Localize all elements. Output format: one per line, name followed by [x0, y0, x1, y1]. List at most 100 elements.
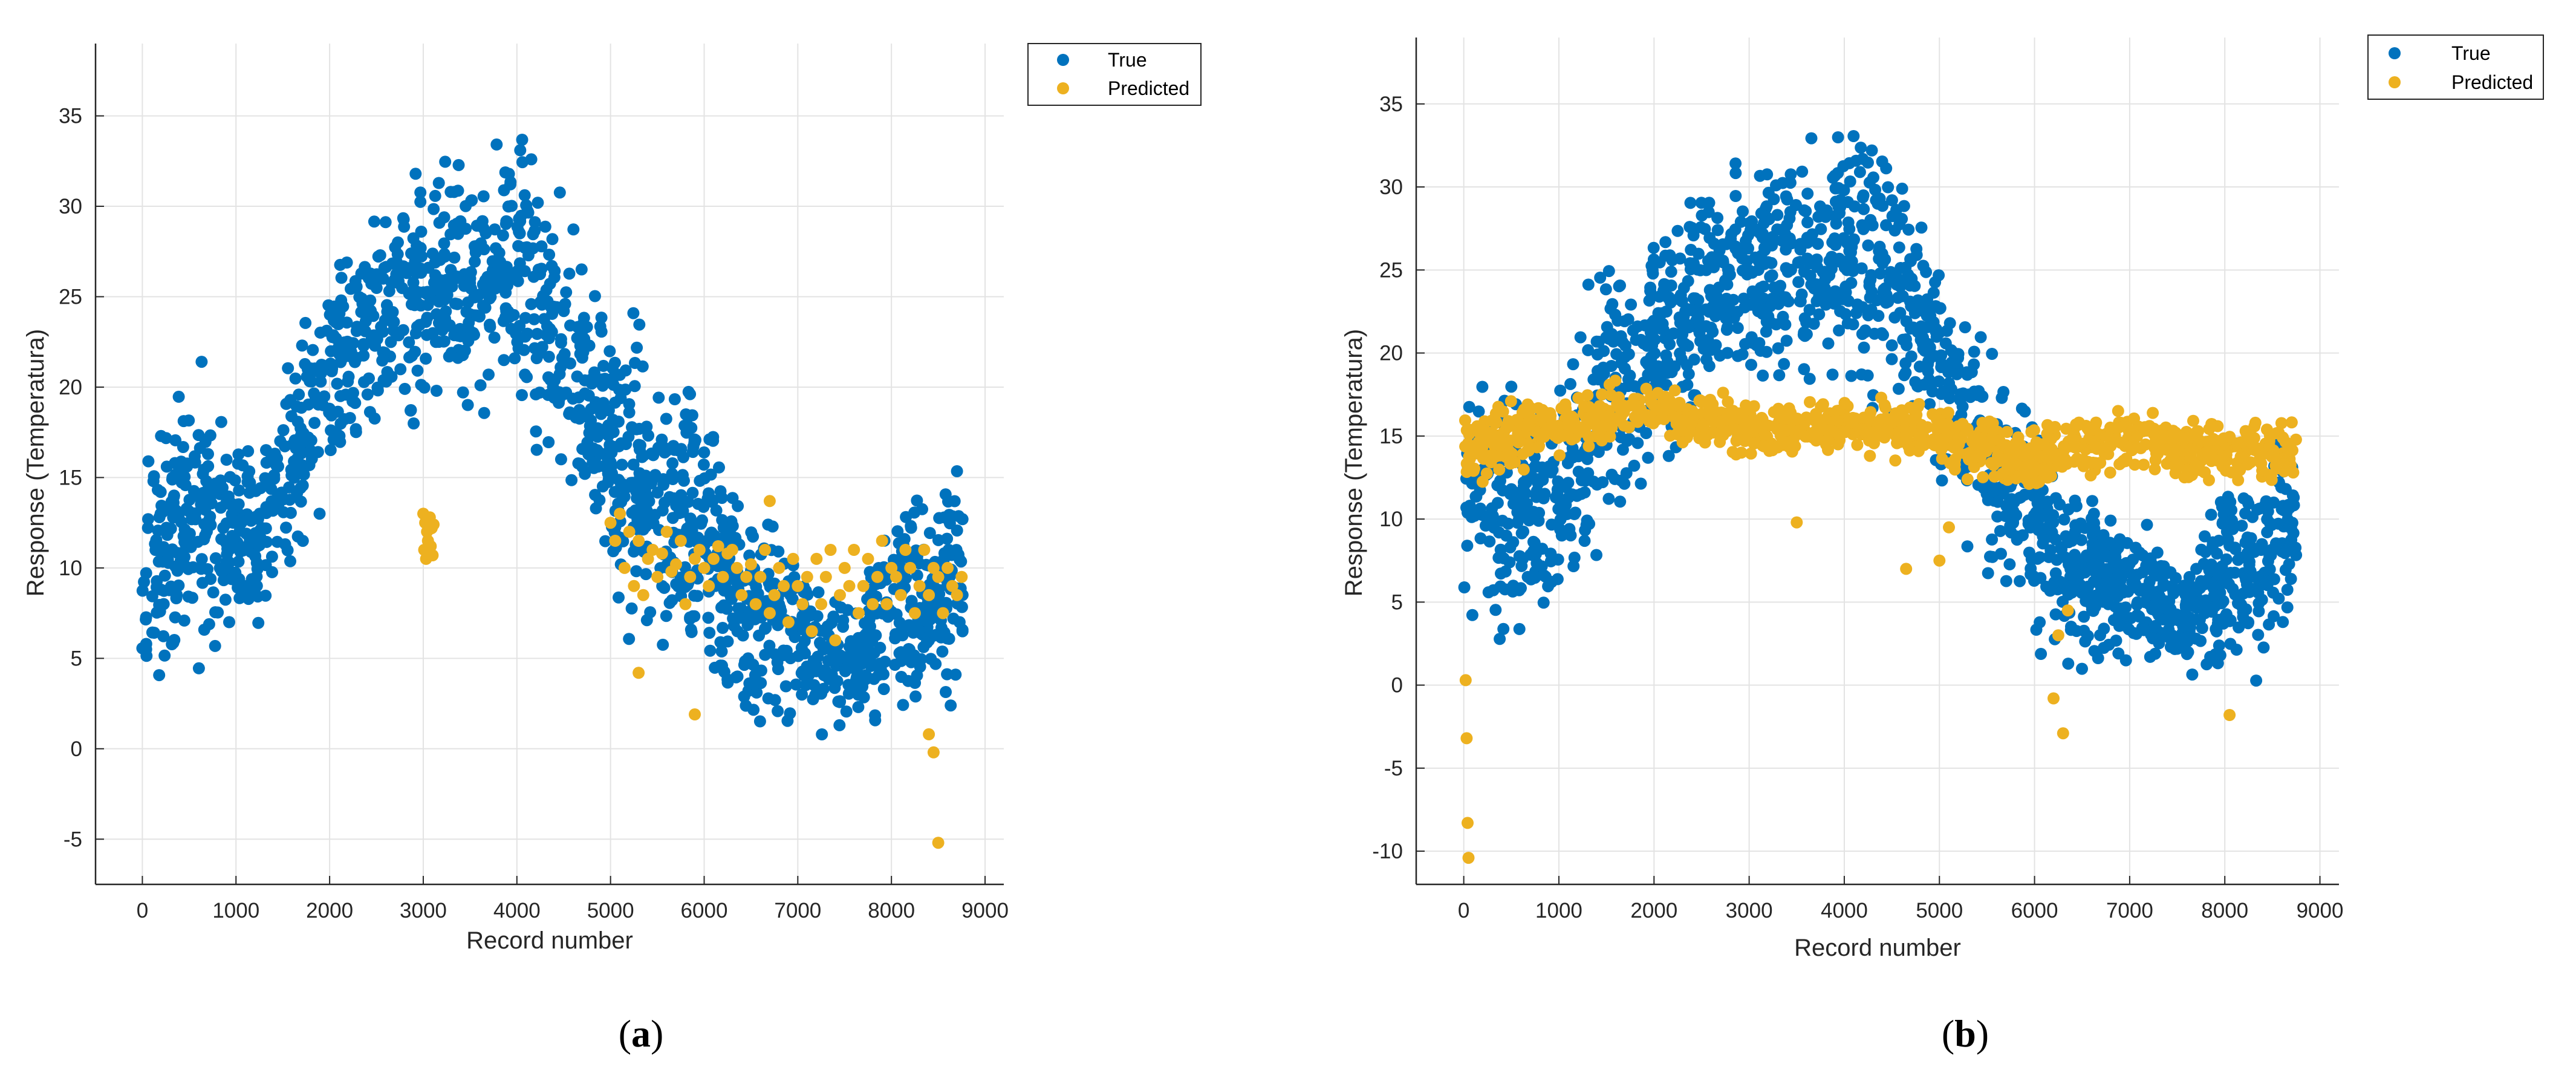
point-true — [613, 591, 625, 604]
point-true — [2211, 617, 2224, 630]
point-true — [869, 709, 882, 722]
point-predicted — [1511, 414, 1523, 426]
point-true — [801, 589, 814, 601]
point-true — [1885, 194, 1898, 207]
point-true — [602, 419, 614, 432]
point-true — [157, 630, 170, 642]
point-true — [464, 266, 477, 278]
point-true — [857, 691, 870, 704]
point-true — [597, 397, 610, 410]
point-true — [1555, 529, 1568, 542]
point-true — [249, 550, 262, 563]
point-true — [516, 156, 529, 169]
point-true — [1907, 321, 1919, 334]
y-tick-label: 25 — [1379, 258, 1403, 282]
point-true — [334, 390, 346, 402]
point-true — [1494, 633, 1506, 645]
point-predicted — [1817, 398, 1829, 411]
point-true — [470, 290, 483, 303]
point-true — [1675, 327, 1688, 339]
point-true — [187, 561, 200, 573]
point-true — [2112, 541, 2124, 554]
point-predicted — [618, 561, 631, 574]
point-true — [284, 506, 297, 519]
point-predicted — [838, 561, 851, 574]
point-true — [1663, 291, 1675, 304]
point-true — [1653, 256, 1666, 269]
point-true — [560, 387, 573, 399]
point-true — [1902, 223, 1915, 236]
point-predicted — [633, 535, 645, 547]
point-true — [1826, 368, 1839, 381]
point-predicted — [1596, 388, 1608, 400]
point-true — [1893, 241, 1905, 254]
point-true — [291, 530, 304, 543]
point-true — [2168, 642, 2181, 655]
point-true — [1481, 510, 1493, 523]
x-tick-label: 8000 — [868, 899, 915, 922]
point-true — [408, 417, 420, 429]
point-true — [142, 513, 154, 526]
point-predicted — [787, 552, 799, 565]
point-true — [2075, 534, 2087, 546]
point-true — [1977, 482, 1990, 494]
point-predicted — [853, 607, 865, 619]
point-true — [1533, 506, 1546, 519]
point-true — [630, 565, 643, 578]
point-true — [359, 325, 372, 338]
point-true — [2060, 530, 2072, 543]
point-true — [154, 486, 167, 498]
point-true — [560, 286, 573, 299]
point-true — [1885, 339, 1898, 351]
point-predicted — [2234, 436, 2247, 449]
point-predicted — [2275, 417, 2288, 429]
point-true — [954, 553, 966, 566]
point-true — [941, 532, 954, 545]
point-true — [232, 555, 245, 568]
x-tick-label: 4000 — [493, 899, 541, 922]
point-true — [305, 375, 317, 388]
point-true — [2242, 497, 2255, 510]
point-true — [158, 524, 171, 537]
point-true — [894, 553, 906, 566]
point-true — [2014, 491, 2027, 504]
point-true — [455, 348, 468, 361]
point-true — [509, 352, 521, 365]
point-true — [1566, 488, 1578, 501]
point-true — [663, 491, 676, 503]
point-true — [709, 661, 721, 674]
point-true — [2129, 577, 2141, 590]
point-true — [613, 474, 625, 486]
point-true — [1650, 373, 1662, 386]
point-true — [809, 689, 822, 701]
point-true — [1674, 347, 1686, 360]
point-true — [516, 389, 528, 402]
point-true — [1505, 380, 1518, 393]
point-true — [2081, 590, 2094, 603]
point-true — [361, 388, 374, 401]
x-tick-label: 6000 — [681, 899, 728, 922]
point-true — [1792, 276, 1805, 289]
panel-caption-b: (b) — [1942, 1012, 1989, 1055]
point-true — [1503, 556, 1516, 569]
point-true — [1665, 279, 1677, 292]
point-true — [1856, 219, 1869, 232]
point-true — [1861, 369, 1874, 382]
point-predicted-outlier — [2052, 629, 2064, 642]
point-true — [460, 223, 472, 235]
legend-label-predicted-a: Predicted — [1108, 77, 1189, 99]
point-true — [1879, 282, 1891, 295]
point-predicted — [1961, 473, 1974, 486]
point-true — [2155, 601, 2167, 614]
point-predicted — [801, 570, 813, 583]
point-true — [1466, 609, 1478, 621]
point-true — [428, 203, 440, 215]
point-true — [1742, 242, 1754, 255]
point-true — [850, 680, 862, 693]
point-predicted — [908, 607, 921, 619]
point-true — [514, 144, 527, 157]
point-true — [1729, 167, 1742, 180]
point-true — [2229, 543, 2242, 555]
point-true — [1758, 217, 1770, 229]
